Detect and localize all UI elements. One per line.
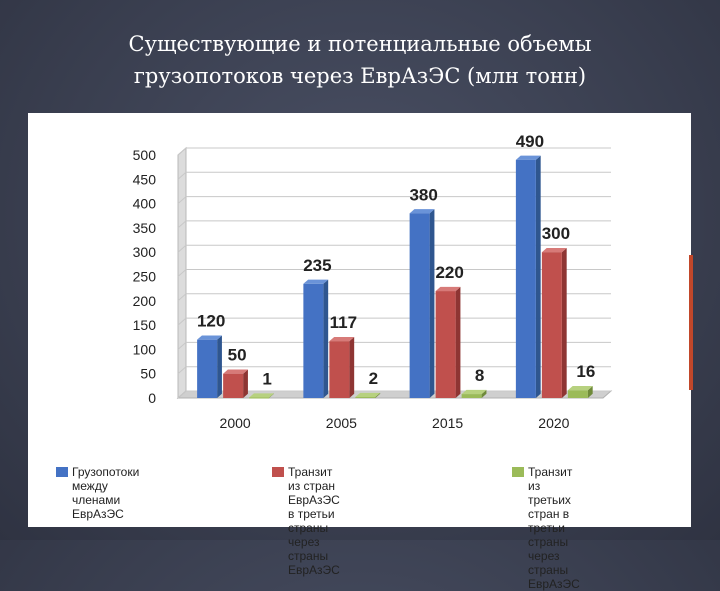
data-label: 1 — [262, 370, 271, 389]
data-label: 2 — [369, 369, 378, 388]
data-label: 235 — [303, 256, 331, 275]
bar-top — [515, 155, 541, 160]
bar-chart: 0501001502002503003504004505001205012000… — [133, 132, 613, 431]
gridline-depth — [177, 196, 187, 204]
y-tick-label: 150 — [133, 317, 157, 333]
bar-top — [567, 386, 593, 391]
title-line-1: Существующие и потенциальные объемы — [128, 32, 592, 56]
bar-side — [269, 393, 274, 398]
legend-swatch-members — [56, 467, 68, 477]
legend-text-line: страны через страны — [288, 521, 329, 563]
bar-side — [349, 336, 355, 398]
data-label: 8 — [475, 366, 484, 385]
side-accent-bar — [689, 255, 693, 390]
y-tick-label: 200 — [133, 293, 157, 309]
bar-top — [461, 389, 487, 395]
legend-swatch-transit-out — [272, 467, 284, 477]
gridline-depth — [177, 269, 187, 277]
data-label: 220 — [435, 263, 463, 282]
data-label: 16 — [576, 362, 595, 381]
bar — [541, 252, 562, 398]
bar — [355, 397, 376, 399]
bar-top — [329, 336, 355, 342]
data-label: 490 — [516, 132, 544, 151]
y-tick-label: 450 — [133, 171, 157, 187]
x-tick-label: 2000 — [220, 415, 251, 431]
gridline-depth — [177, 366, 187, 375]
gridline-depth — [177, 171, 187, 180]
legend-text-line: стран в третьи страны — [528, 507, 570, 549]
bar — [303, 283, 324, 398]
gridline-depth — [177, 147, 187, 156]
gridline-depth — [177, 244, 187, 253]
data-label: 380 — [409, 185, 437, 204]
chart-panel: 0 50 100 150 200 250 300 350 400 450 500 120 50 1 2000… — [28, 113, 691, 591]
bar — [567, 390, 588, 398]
bar-side — [429, 209, 435, 398]
slide-title: Существующие и потенциальные объемы груз… — [0, 28, 720, 92]
data-label: 120 — [197, 312, 225, 331]
legend-text-line: Транзит из третьих — [528, 465, 573, 507]
y-tick-label: 300 — [133, 244, 157, 260]
bar-side — [481, 389, 487, 398]
gridline-depth — [177, 293, 187, 302]
y-tick-label: 350 — [133, 220, 157, 236]
bar-top — [435, 286, 461, 292]
x-tick-label: 2005 — [326, 415, 357, 431]
bar-side — [217, 335, 222, 398]
bar-side — [561, 248, 567, 398]
bar-top — [355, 392, 381, 398]
bar-top — [541, 248, 567, 253]
bar-top — [197, 335, 222, 340]
y-tick-label: 500 — [133, 147, 157, 163]
x-tick-label: 2015 — [432, 415, 463, 431]
bar — [435, 291, 456, 398]
bar — [461, 394, 482, 398]
bar — [409, 213, 430, 398]
legend-text-line: через страны ЕврАзЭС — [528, 549, 580, 591]
bar-side — [243, 369, 248, 398]
gridline-depth — [177, 317, 187, 326]
legend-text-line: Транзит из стран — [288, 465, 336, 493]
legend-swatch-transit-third — [512, 467, 524, 477]
title-line-2: грузопотоков через ЕврАзЭС (млн тонн) — [133, 64, 587, 88]
y-tick-label: 0 — [148, 390, 156, 406]
y-tick-label: 250 — [133, 269, 157, 285]
legend-text-line: ЕврАзЭС — [288, 563, 340, 577]
y-tick-label: 50 — [140, 366, 156, 382]
legend-text-line: Грузопотоки между — [72, 465, 140, 493]
bar-side — [323, 279, 329, 398]
y-tick-label: 100 — [133, 341, 157, 357]
data-label: 50 — [228, 346, 247, 365]
bar-side — [587, 386, 593, 398]
bar — [197, 339, 218, 398]
data-label: 300 — [542, 224, 570, 243]
bar-top — [409, 209, 435, 214]
bar-top — [249, 393, 274, 398]
gridline-depth — [177, 342, 187, 350]
bar-side — [535, 155, 541, 398]
x-tick-label: 2020 — [538, 415, 569, 431]
bar — [223, 373, 244, 398]
gridline-depth — [177, 390, 187, 399]
legend-text-line: членами ЕврАзЭС — [72, 493, 124, 521]
bar — [329, 341, 350, 398]
y-tick-label: 400 — [133, 196, 157, 212]
bar-top — [223, 369, 248, 374]
bar — [515, 159, 536, 398]
bar-top — [303, 279, 329, 284]
legend-text-line: ЕврАзЭС в третьи — [288, 493, 340, 521]
data-label: 117 — [330, 313, 357, 332]
bar-side — [375, 392, 381, 398]
bar — [249, 397, 270, 399]
bar-side — [455, 286, 461, 398]
gridline-depth — [177, 220, 187, 229]
